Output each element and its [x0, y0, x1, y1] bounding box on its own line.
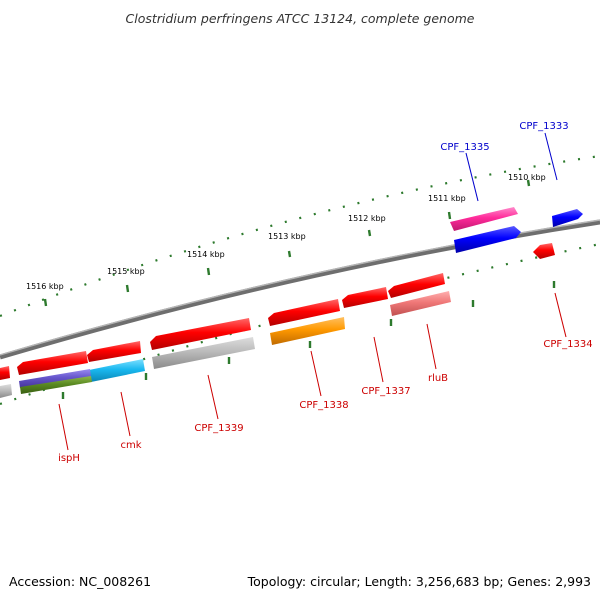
leader-cpf1337: [373, 336, 384, 383]
kbp-label-1512: 1512 kbp: [348, 214, 386, 223]
gene-cpf1339-arrow[interactable]: [150, 318, 251, 350]
label-cpf1337[interactable]: CPF_1337: [361, 386, 410, 397]
gene-edge-gray-feature[interactable]: [0, 384, 12, 398]
major-tick-1511: [447, 211, 452, 220]
major-tick-1516: [43, 298, 48, 307]
gene-isph-feature-olive[interactable]: [20, 376, 92, 394]
kbp-major-ticks: [43, 179, 531, 307]
kbp-label-1515: 1515 kbp: [107, 267, 145, 276]
footer-accession: Accession: NC_008261: [9, 574, 151, 589]
leader-cmk: [120, 391, 131, 437]
map-title: Clostridium perfringens ATCC 13124, comp…: [126, 11, 475, 26]
forward-tick-track: [0, 154, 600, 318]
leader-cpf1333: [544, 132, 558, 181]
label-cpf1335[interactable]: CPF_1335: [440, 142, 489, 153]
gene-cpf1337-arrow[interactable]: [342, 287, 388, 308]
gene-labels: CPF_1333 CPF_1335 CPF_1334 rluB CPF_1337…: [58, 121, 593, 464]
gene-isph-arrow[interactable]: [17, 351, 88, 375]
gene-cpf1333-arrow[interactable]: [552, 209, 583, 227]
label-leaders: [58, 132, 567, 451]
kbp-label-1510: 1510 kbp: [508, 173, 546, 182]
gene-isph-feature-purple[interactable]: [19, 369, 91, 388]
leader-cpf1334: [554, 292, 567, 338]
label-rlub[interactable]: rluB: [428, 373, 448, 384]
gene-cpf1338-arrow[interactable]: [268, 299, 340, 326]
kbp-label-1513: 1513 kbp: [268, 232, 306, 241]
label-cpf1333[interactable]: CPF_1333: [519, 121, 568, 132]
kbp-labels: 1510 kbp 1511 kbp 1512 kbp 1513 kbp 1514…: [26, 173, 546, 291]
major-tick-1512: [367, 229, 372, 237]
label-cpf1334[interactable]: CPF_1334: [543, 339, 592, 350]
major-tick-1513: [287, 250, 292, 258]
gene-cpf1334-arrow[interactable]: [533, 243, 555, 259]
major-tick-1514: [206, 267, 211, 276]
leader-isph: [58, 403, 69, 451]
leader-cpf1338: [310, 350, 322, 397]
gene-rlub-arrow[interactable]: [388, 273, 445, 298]
gene-cpf1335-rna[interactable]: [454, 226, 521, 253]
gene-cpf1339-feature[interactable]: [152, 337, 255, 369]
major-tick-1510: [526, 179, 531, 187]
label-cpf1339[interactable]: CPF_1339: [194, 423, 243, 434]
footer-summary: Topology: circular; Length: 3,256,683 bp…: [247, 574, 591, 589]
leader-cpf1335: [465, 152, 479, 202]
label-cpf1338[interactable]: CPF_1338: [299, 400, 348, 411]
gene-cpf1335-arrow[interactable]: [450, 207, 518, 231]
gene-rlub-feature[interactable]: [390, 291, 451, 316]
gene-cmk-arrow[interactable]: [87, 341, 141, 362]
kbp-label-1511: 1511 kbp: [428, 194, 466, 203]
major-tick-1515: [125, 284, 130, 293]
gene-cpf1338-feature[interactable]: [270, 317, 345, 345]
leader-rlub: [426, 323, 437, 370]
leader-cpf1339: [207, 374, 219, 420]
label-isph[interactable]: ispH: [58, 453, 80, 464]
kbp-label-1516: 1516 kbp: [26, 282, 64, 291]
gene-cmk-feature[interactable]: [89, 359, 145, 382]
kbp-label-1514: 1514 kbp: [187, 250, 225, 259]
label-cmk[interactable]: cmk: [120, 440, 141, 451]
gene-edge-red-arrow[interactable]: [0, 366, 10, 380]
reverse-major-ticks: [61, 281, 556, 399]
